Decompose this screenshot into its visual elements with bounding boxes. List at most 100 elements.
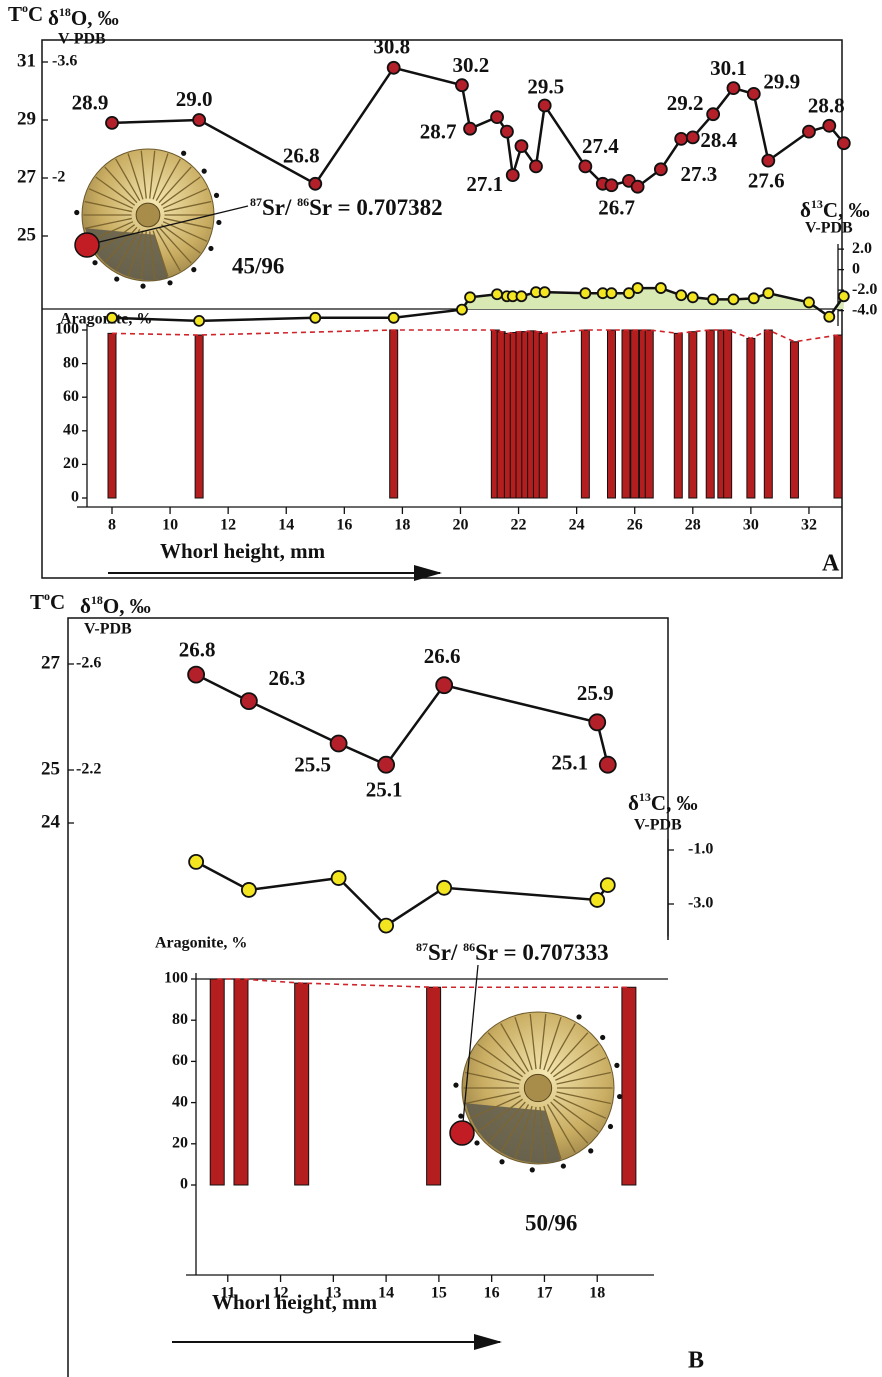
c13-point (389, 313, 399, 323)
aragonite-bar (764, 330, 772, 498)
t-point (501, 126, 513, 138)
c13-axis-title-part: C, ‰ (651, 791, 698, 815)
data-label: 28.9 (72, 91, 109, 115)
data-label: 28.8 (808, 94, 845, 118)
sr-sample (75, 233, 99, 257)
c13-line (196, 862, 608, 926)
c13-axis-title: δ13C, ‰ (800, 197, 870, 222)
t-point (464, 123, 476, 135)
data-label: 28.7 (420, 120, 457, 144)
c13-point (688, 292, 698, 302)
t-point (687, 131, 699, 143)
data-label: 25.1 (366, 778, 403, 802)
t-point (456, 79, 468, 91)
c13-axis-title-part: δ (628, 791, 639, 815)
data-label: 30.2 (453, 53, 490, 77)
c13-axis-unit: V-PDB (634, 817, 682, 834)
t-point (436, 677, 452, 693)
figure: ToCδ18O, ‰V-PDBδ13C, ‰V-PDBAragonite, %W… (0, 0, 882, 1377)
aragonite-tick-label: 20 (63, 455, 79, 472)
aragonite-tick-label: 60 (172, 1052, 188, 1069)
c13-point (804, 297, 814, 307)
o18-tick-label: -3.6 (52, 53, 77, 70)
panel-letter: B (688, 1348, 704, 1374)
t-point (507, 169, 519, 181)
t-point (762, 155, 774, 167)
o18-axis-title: δ18O, ‰ (80, 593, 151, 618)
aragonite-bar (390, 330, 398, 498)
c13-point (379, 919, 393, 933)
aragonite-bar (427, 987, 441, 1185)
t-point (491, 111, 503, 123)
x-tick-label: 26 (627, 517, 643, 534)
c13-point (465, 292, 475, 302)
c13-point (633, 283, 643, 293)
sr-ratio: 87Sr/ 86Sr = 0.707333 (416, 940, 609, 966)
t-point (655, 163, 667, 175)
t-point (579, 160, 591, 172)
sample-point (453, 1083, 458, 1088)
sr-sample (450, 1121, 474, 1145)
c13-axis-title-part: δ (800, 198, 811, 222)
sample-point (191, 267, 196, 272)
x-tick-label: 32 (801, 517, 817, 534)
sample-point (608, 1124, 613, 1129)
t-axis-title-part: C (50, 590, 65, 614)
t-point (331, 736, 347, 752)
aragonite-tick-label: 0 (180, 1176, 188, 1193)
t-point (309, 178, 321, 190)
sample-point (214, 193, 219, 198)
t-axis-title-part: T (30, 590, 44, 614)
c13-tick-label: -2.0 (852, 281, 877, 298)
o18-axis-title-part: 18 (91, 593, 103, 607)
t-point (600, 757, 616, 773)
aragonite-tick-label: 20 (172, 1134, 188, 1151)
sample-point (458, 1113, 463, 1118)
c13-point (824, 312, 834, 322)
c13-point (580, 288, 590, 298)
aragonite-bar (645, 330, 653, 498)
o18-axis-unit: V-PDB (58, 31, 106, 48)
o18-tick-label: -2.6 (76, 655, 101, 672)
page: {"chart_data": [ {"type": "composite", "… (0, 0, 882, 1377)
data-label: 26.6 (424, 644, 461, 668)
sample-point (614, 1063, 619, 1068)
t-axis-title-part: T (8, 2, 22, 26)
sr-ratio-part: 87 (416, 940, 428, 954)
c13-tick-label: -4.0 (852, 301, 877, 318)
data-label: 25.1 (551, 751, 588, 775)
x-tick-label: 8 (108, 517, 116, 534)
sample-point (74, 210, 79, 215)
x-tick-label: 12 (220, 517, 236, 534)
aragonite-bar (539, 333, 547, 498)
aragonite-bar (622, 330, 630, 498)
data-label: 27.4 (582, 134, 619, 158)
c13-point (839, 291, 849, 301)
aragonite-bar (674, 333, 682, 498)
data-label: 25.5 (294, 752, 331, 776)
x-tick-label: 14 (378, 1285, 394, 1302)
sample-point (114, 276, 119, 281)
c13-point (189, 855, 203, 869)
c13-axis-title-part: C, ‰ (823, 198, 870, 222)
aragonite-tick-label: 40 (63, 421, 79, 438)
aragonite-tick-label: 100 (164, 970, 188, 987)
sr-ratio-part: Sr = 0.707333 (475, 940, 608, 965)
panel-letter: A (822, 551, 840, 577)
t-point (193, 114, 205, 126)
c13-point (656, 283, 666, 293)
data-label: 27.6 (748, 168, 785, 192)
c13-point (728, 294, 738, 304)
x-tick-label: 14 (278, 517, 294, 534)
aragonite-bar (108, 333, 116, 498)
c13-axis-title: δ13C, ‰ (628, 790, 698, 815)
o18-axis-title-part: O, ‰ (103, 594, 151, 618)
t-point (378, 757, 394, 773)
data-label: 27.1 (466, 172, 503, 196)
data-label: 26.8 (179, 637, 216, 661)
data-label: 27.3 (680, 162, 717, 186)
sr-ratio: 87Sr/ 86Sr = 0.707382 (250, 195, 443, 221)
aragonite-tick-label: 40 (172, 1093, 188, 1110)
o18-axis-title-part: O, ‰ (71, 6, 119, 30)
c13-axis-title-part: 13 (811, 197, 823, 211)
